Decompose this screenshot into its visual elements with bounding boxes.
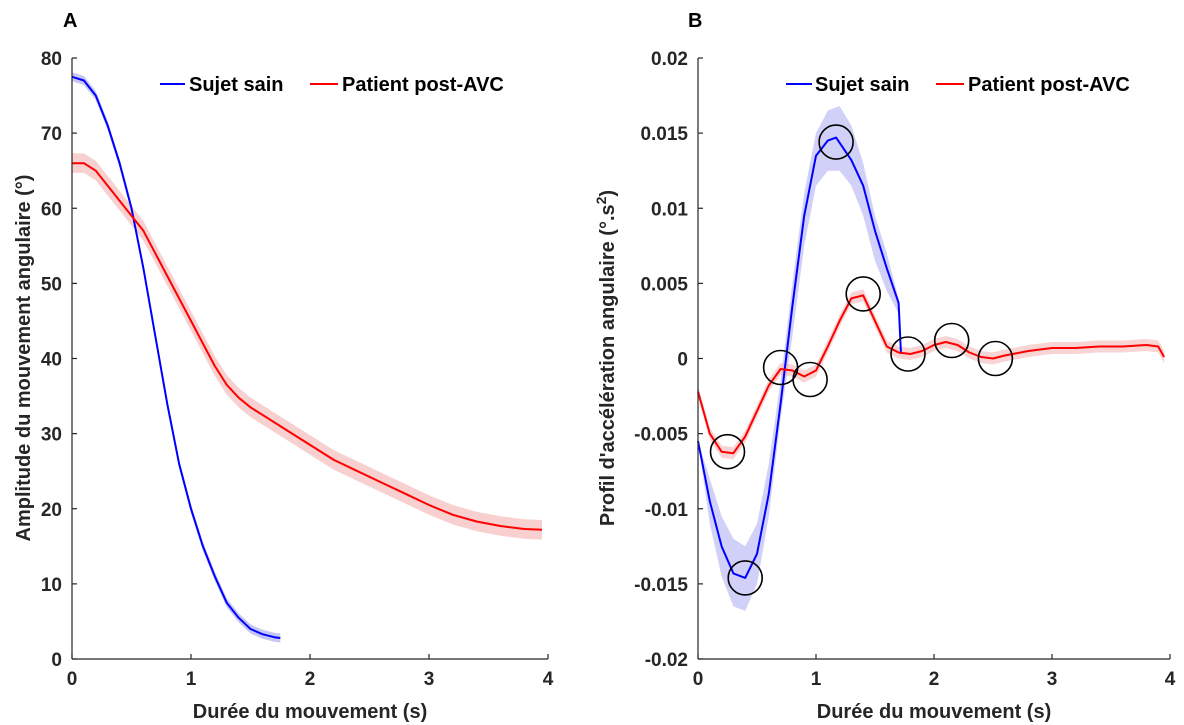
y-tick-label: 0.02 [651,49,688,70]
panel-b-letter: B [688,10,702,32]
y-tick-label: 20 [41,500,62,521]
panel-a-series-lines [71,75,543,639]
panel-a-axes [71,58,548,660]
x-tick-label: 0 [67,669,78,690]
peak-marker-circle [727,560,764,596]
y-tick-label: -0.01 [645,500,689,521]
panel-a-y-ticks: 0 10 20 30 40 50 60 70 80 [41,49,77,671]
y-tick-label: 10 [41,575,62,596]
y-tick-label: -0.02 [645,650,688,671]
peak-marker-circle [792,361,828,398]
peak-marker-circle [890,336,926,372]
panel-a-letter: A [63,10,77,32]
y-tick-label: 0.01 [651,199,688,220]
panel-b-y-axis-label-exponent: 2 [593,196,609,204]
y-tick-label: 0 [51,650,62,671]
panel-a-line-sujet-sain [71,75,281,639]
x-tick-label: 1 [811,669,822,690]
peak-marker-circle [818,124,854,160]
panel-b-y-axis-label-text: Profil d'accélération angulaire (°.s [597,204,619,526]
legend-a-patient-label: Patient post-AVC [342,74,504,96]
peak-marker-circle [933,322,970,359]
panel-b-legend: Sujet sain Patient post-AVC [786,74,1130,96]
panel-b-y-ticks: -0.02 -0.015 -0.01 -0.005 0 0.005 0.01 0.015 0.0… [634,49,703,671]
y-tick-label: -0.015 [634,575,688,596]
panel-a-x-axis-label: Durée du mouvement (s) [193,701,427,723]
x-tick-label: 3 [424,669,435,690]
y-tick-label: -0.005 [634,425,688,446]
y-tick-label: 0 [677,350,688,371]
panel-b-axes [697,58,1170,660]
panel-b-x-axis-label: Durée du mouvement (s) [817,701,1051,723]
y-tick-label: 40 [41,350,62,371]
x-tick-label: 1 [186,669,197,690]
x-tick-label: 4 [543,669,554,690]
y-tick-label: 0.015 [640,124,688,145]
panel-b-series-lines [697,136,1165,579]
y-tick-label: 80 [41,49,62,70]
x-tick-label: 0 [693,669,704,690]
panel-a-confidence-bands [72,72,542,643]
peak-marker-circle [709,433,746,470]
panel-b: B 0 1 2 3 4 -0.02 -0.015 -0.01 -0.005 0 0.005 0.01… [593,10,1176,723]
y-tick-label: 30 [41,425,62,446]
panel-b-confidence-bands [698,106,1165,611]
legend-b-sujet-sain-label: Sujet sain [815,74,909,96]
legend-a-sujet-sain-label: Sujet sain [189,74,283,96]
panel-b-x-ticks: 0 1 2 3 4 [693,654,1176,690]
panel-b-band-sujet-sain [698,106,901,611]
panel-a-legend: Sujet sain Patient post-AVC [160,74,504,96]
panel-a-x-ticks: 0 1 2 3 4 [67,654,554,690]
x-tick-label: 2 [305,669,316,690]
panel-a-band-patient-post-avc [72,153,542,540]
panel-b-line-patient-post-avc [697,294,1165,455]
panel-a-band-sujet-sain [72,72,281,643]
x-tick-label: 2 [929,669,940,690]
panel-a-line-patient-post-avc [72,162,543,531]
panel-b-band-patient-post-avc [698,289,1165,460]
peak-marker-circle [845,276,882,312]
x-tick-label: 3 [1047,669,1058,690]
y-tick-label: 50 [41,274,62,295]
x-tick-label: 4 [1165,669,1176,690]
peak-marker-circle [977,340,1014,377]
panel-b-y-axis-label: Profil d'accélération angulaire (°.s2) [593,190,619,526]
panel-b-line-sujet-sain [697,136,902,579]
panel-a-y-axis-label: Amplitude du mouvement angulaire (°) [13,175,35,542]
panel-a: A 0 1 2 3 4 0 10 20 30 40 50 60 70 80 Durée du mouve… [13,10,554,723]
panel-b-peak-markers [709,124,1014,596]
legend-b-patient-label: Patient post-AVC [968,74,1130,96]
y-tick-label: 0.005 [640,274,688,295]
y-tick-label: 60 [41,199,62,220]
y-tick-label: 70 [41,124,62,145]
panel-b-y-axis-label-close: ) [597,190,619,197]
